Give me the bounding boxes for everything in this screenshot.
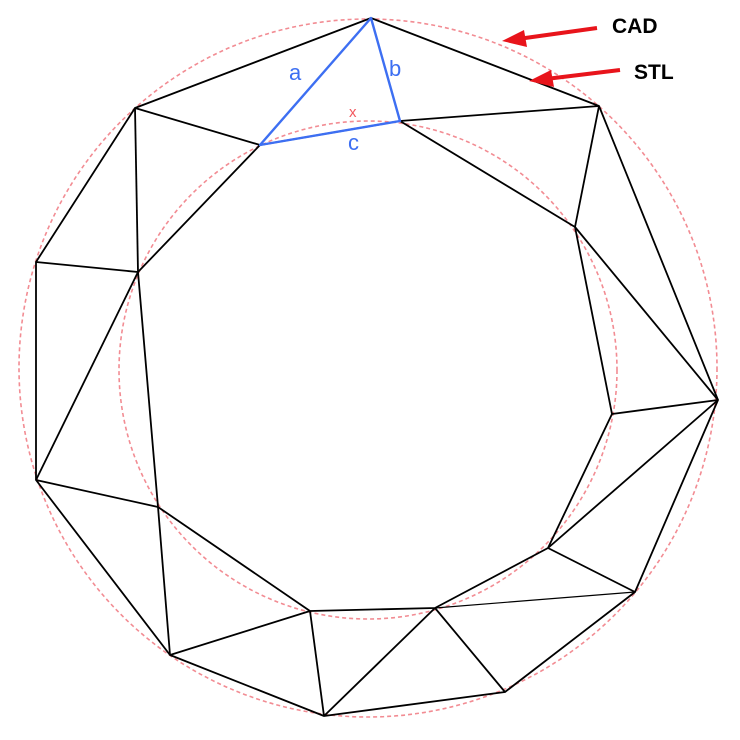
connecting-edges [35,105,719,717]
cad-label: CAD [612,15,658,38]
highlighted-triangle [258,16,402,147]
mesh-edge [134,107,139,273]
stl-inner-circle [118,120,618,620]
mesh-edge [399,105,600,122]
centroid-marker: x [349,104,357,121]
mesh-edge [611,399,719,415]
mesh-edge [574,105,600,228]
mesh-edge [547,547,636,593]
mesh-edge [323,607,436,717]
mesh-edge [35,261,139,273]
cad-arrow [502,26,598,47]
mesh-edge [35,479,159,508]
mesh-edge [35,271,139,481]
stl-label: STL [634,61,674,84]
mesh-edge [157,506,171,656]
cad-outer-circle [18,18,718,718]
mesh-edge [169,610,311,656]
edge-label-a: a [289,60,302,85]
arrow-head-icon [529,70,554,87]
edge-label-c: c [348,130,359,155]
stl-arrow [529,68,621,87]
mesh-edge [547,399,719,549]
mesh-edge [309,610,325,717]
mesh-edge [434,607,506,693]
mesh-edge [574,226,719,401]
arrow-head-icon [502,30,527,47]
mesh-edge [434,591,636,609]
mesh-edge [134,107,261,146]
edge-label-b: b [389,56,401,81]
inner-polygon [137,120,613,612]
